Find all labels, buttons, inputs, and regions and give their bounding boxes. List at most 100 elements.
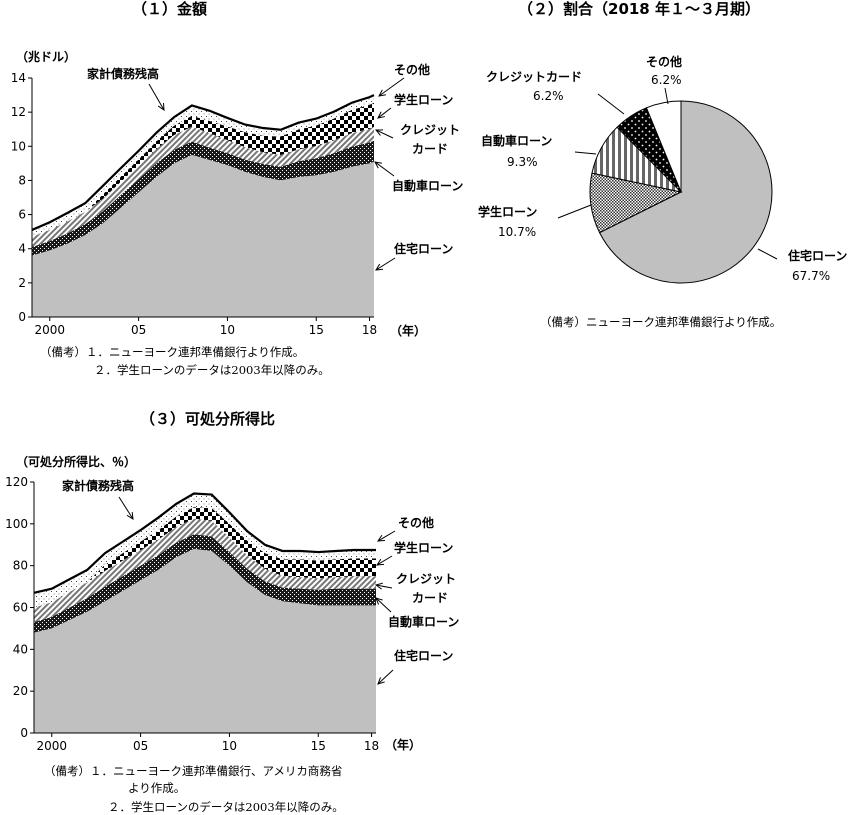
- chart3-y-tick-label: 80: [13, 559, 28, 573]
- chart1-y-tick-label: 14: [11, 71, 26, 85]
- pie-value-housing: 67.7%: [792, 269, 830, 283]
- chart3-total-label: 家計債務残高: [62, 478, 134, 493]
- chart3-note-1: （備考）１．ニューヨーク連邦準備銀行、アメリカ商務省: [44, 764, 342, 778]
- pie-label-credit: クレジットカード: [486, 70, 582, 84]
- chart3-pointer-line: [375, 597, 392, 613]
- chart1-title: （１）金額: [132, 0, 207, 18]
- chart1-pointer-arrowhead: [374, 161, 382, 169]
- chart1-y-tick-label: 4: [18, 242, 26, 256]
- chart1-x-tick-label: 10: [220, 323, 235, 337]
- chart3-pointer-arrowhead: [377, 677, 385, 685]
- chart3-label-housing: 住宅ローン: [394, 648, 453, 663]
- chart1-total-line: [31, 94, 375, 231]
- chart3-y-tick-label: 120: [5, 475, 28, 489]
- chart3-pointer-line: [375, 584, 393, 589]
- pie-label-student: 学生ローン: [478, 204, 537, 219]
- chart1-pointer-arrowhead: [375, 263, 384, 271]
- chart-drawing-layer: 0 2 4 6 8 10 12 14 2000 05 10 15 18 0 20 40 60 80 100 120 20…: [5, 71, 778, 753]
- chart1-y-tick-label: 12: [11, 105, 26, 119]
- chart3-pointer-arrowhead: [374, 582, 383, 590]
- chart1-area-student: [32, 102, 374, 237]
- chart3-pointer-line: [377, 669, 394, 685]
- chart1-pointer-arrowhead: [374, 129, 384, 136]
- pie-value-auto: 9.3%: [507, 155, 538, 169]
- pie-label-other: その他: [646, 54, 682, 69]
- pie-label-auto: 自動車ローン: [481, 133, 552, 148]
- chart1-label-housing: 住宅ローン: [394, 241, 453, 256]
- pie-slice-other: [645, 100, 682, 193]
- chart1-pointer-line: [377, 107, 392, 119]
- chart3-pointer-line: [376, 555, 393, 566]
- chart1-y-tick-label: 8: [18, 173, 26, 187]
- chart3-area-housing: [34, 548, 376, 733]
- chart1-pointer-line: [375, 129, 394, 139]
- chart3-y-tick-label: 0: [20, 726, 28, 740]
- chart3-note-2: より作成。: [128, 781, 185, 795]
- chart3-pointer-arrowhead: [376, 558, 385, 566]
- chart1-pointer-arrowhead: [377, 111, 385, 119]
- chart1-y-tick-label: 10: [11, 139, 26, 153]
- pie-value-other: 6.2%: [651, 73, 682, 87]
- pie-leader-line: [757, 248, 778, 260]
- chart3-x-tick-label: 2000: [36, 739, 67, 753]
- chart1-x-tick-label: 18: [362, 323, 377, 337]
- pie-leader-line: [557, 204, 592, 219]
- pie-leader-line: [664, 87, 669, 105]
- chart3-pointer-line: [377, 530, 396, 542]
- chart1-label-student: 学生ローン: [394, 92, 453, 107]
- chart1-pointer-line: [148, 83, 165, 111]
- chart1-pointer-arrowhead: [378, 89, 386, 97]
- chart3-x-tick-label: 15: [311, 739, 326, 753]
- pie-leader-line: [597, 93, 625, 115]
- chart3-y-tick-label: 60: [13, 601, 28, 615]
- chart1-area-other: [32, 95, 374, 237]
- chart3-pointer-arrowhead: [126, 511, 134, 520]
- pie-leader-line: [574, 151, 597, 155]
- chart1-label-credit-2: カード: [412, 142, 448, 156]
- chart3-x-tick-label: 10: [222, 739, 237, 753]
- chart1-label-other: その他: [394, 62, 430, 77]
- chart1-label-auto: 自動車ローン: [392, 178, 463, 193]
- chart1-y-tick-label: 6: [18, 208, 26, 222]
- pie-value-student: 10.7%: [498, 225, 536, 239]
- chart3-y-tick-label: 20: [13, 684, 28, 698]
- chart3-label-credit-1: クレジット: [396, 572, 456, 586]
- chart3-pointer-arrowhead: [377, 534, 386, 542]
- chart3-note-3: ２．学生ローンのデータは2003年以降のみ。: [108, 800, 344, 814]
- chart1-x-axis-unit: （年）: [390, 323, 426, 338]
- chart1-x-tick-label: 2000: [34, 323, 65, 337]
- chart3-x-tick-label: 18: [364, 739, 379, 753]
- chart1-note-1: （備考）１．ニューヨーク連邦準備銀行より作成。: [40, 345, 304, 359]
- pie-label-housing: 住宅ローン: [788, 248, 847, 263]
- chart1-pointer-line: [378, 77, 405, 97]
- chart3-title: （３）可処分所得比: [140, 410, 275, 428]
- chart1-x-tick-label: 05: [131, 323, 146, 337]
- chart3-total-line: [33, 492, 376, 594]
- chart1-y-tick-label: 2: [18, 276, 26, 290]
- chart3-pointer-line: [118, 496, 134, 520]
- chart1-area-auto: [32, 140, 374, 256]
- chart3-y-axis-label: （可処分所得比、％）: [16, 454, 136, 469]
- chart1-pointer-line: [374, 161, 395, 177]
- chart1-area-housing: [32, 154, 374, 317]
- chart1-y-axis-label: （兆ドル）: [16, 49, 76, 64]
- pie-value-credit: 6.2%: [533, 89, 564, 103]
- chart3-label-credit-2: カード: [412, 591, 448, 605]
- chart1-pointer-line: [375, 257, 396, 271]
- chart3-x-tick-label: 05: [133, 739, 148, 753]
- chart1-pointer-arrowhead: [157, 102, 165, 111]
- chart1-total-label: 家計債務残高: [87, 66, 159, 81]
- chart1-note-2: ２．学生ローンのデータは2003年以降のみ。: [94, 363, 330, 377]
- chart2-title: （２）割合（2018 年１～３月期）: [518, 0, 760, 18]
- chart3-label-other: その他: [398, 515, 434, 530]
- chart3-y-tick-label: 100: [5, 517, 28, 531]
- chart1-x-tick-label: 15: [309, 323, 324, 337]
- chart1-y-tick-label: 0: [18, 310, 26, 324]
- chart1-area-credit: [32, 126, 374, 248]
- pie-slice-housing: [598, 100, 773, 284]
- chart3-label-student: 学生ローン: [394, 540, 453, 555]
- chart3-y-tick-label: 40: [13, 642, 28, 656]
- chart3-x-axis-unit: （年）: [385, 737, 421, 752]
- chart2-note: （備考）ニューヨーク連邦準備銀行より作成。: [540, 315, 781, 329]
